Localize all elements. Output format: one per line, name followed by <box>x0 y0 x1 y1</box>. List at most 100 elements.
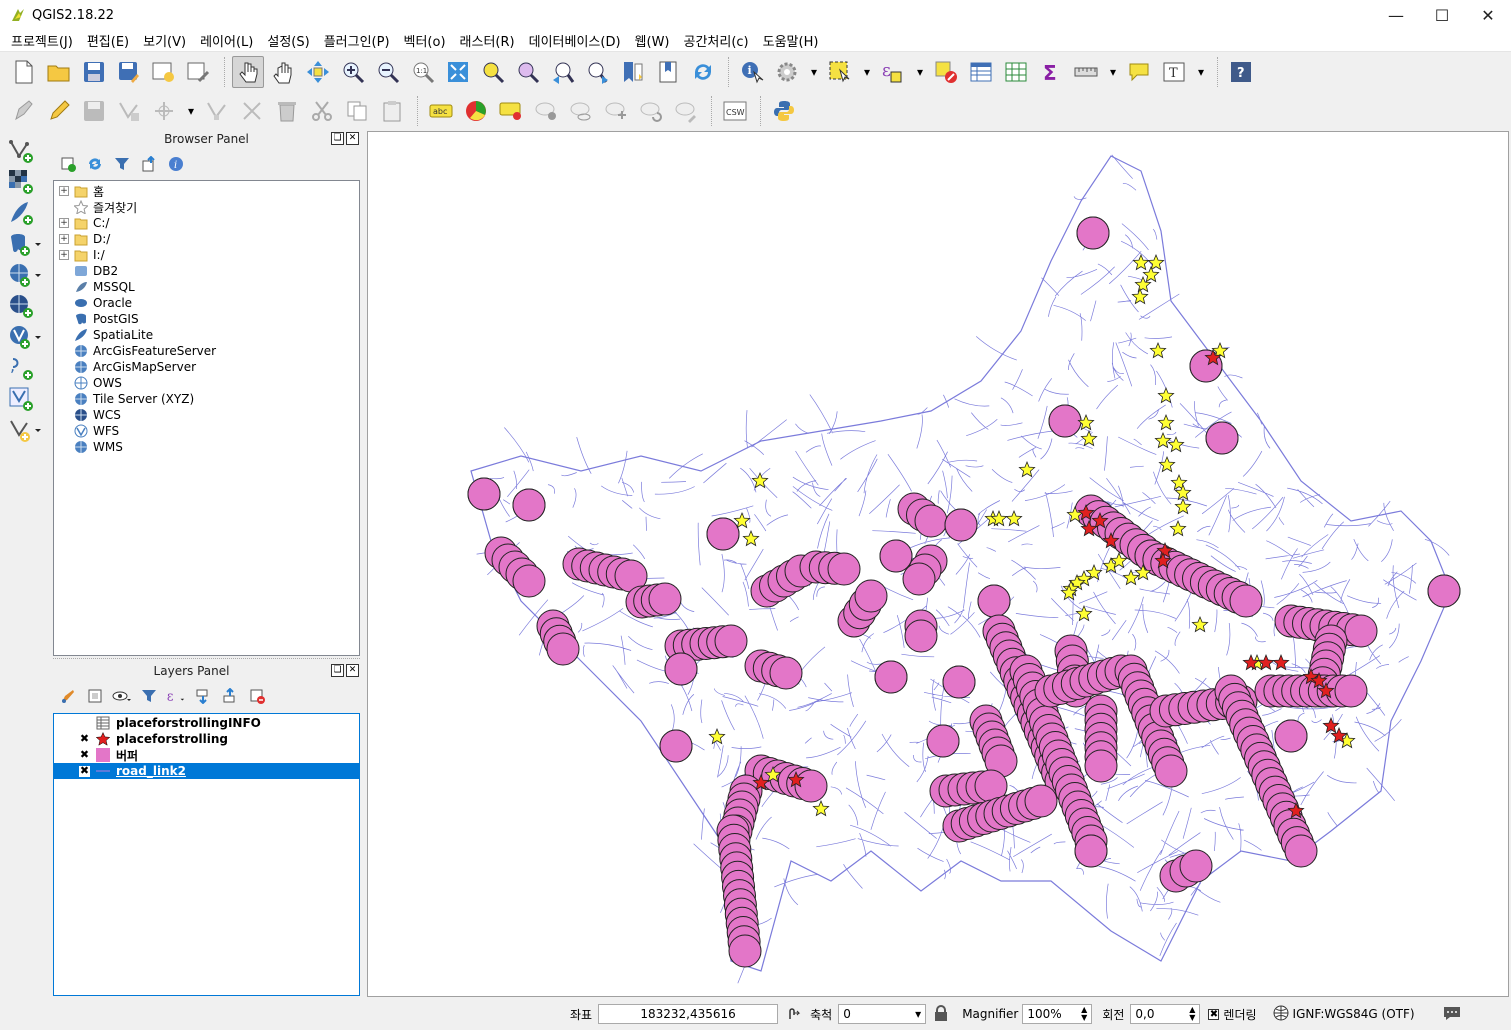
zoom-to-layer-icon[interactable] <box>512 56 544 88</box>
menu-vector[interactable]: 벡터(o) <box>403 35 446 50</box>
new-project-icon[interactable] <box>8 56 40 88</box>
remove-layer-icon[interactable] <box>247 686 267 706</box>
map-render[interactable] <box>368 132 1510 998</box>
chevron-down-icon[interactable]: ▾ <box>863 65 871 79</box>
render-checkbox[interactable]: ✖ <box>1208 1008 1220 1020</box>
measure-line-icon[interactable] <box>1070 56 1102 88</box>
add-selected-layers-icon[interactable] <box>58 154 78 174</box>
filter-legend-icon[interactable] <box>139 686 159 706</box>
add-group-icon[interactable] <box>85 686 105 706</box>
coord-field[interactable]: 183232,435616 <box>598 1004 779 1024</box>
trash-icon[interactable] <box>271 95 303 127</box>
text-annotation-icon[interactable]: T <box>1158 56 1190 88</box>
zoom-to-selection-icon[interactable] <box>477 56 509 88</box>
filter-by-expression-icon[interactable]: ε <box>166 686 186 706</box>
lock-icon[interactable] <box>934 1004 948 1024</box>
zoom-out-icon[interactable] <box>372 56 404 88</box>
new-print-composer-icon[interactable] <box>148 56 180 88</box>
messages-icon[interactable] <box>1443 1005 1461 1024</box>
refresh-icon[interactable] <box>85 154 105 174</box>
delete-selected-icon[interactable] <box>236 95 268 127</box>
chevron-down-icon[interactable]: ▾ <box>187 104 195 118</box>
pan-to-selection-icon[interactable] <box>302 56 334 88</box>
close-panel-button[interactable]: ✕ <box>346 132 359 145</box>
save-edits-icon[interactable] <box>78 95 110 127</box>
float-panel-button[interactable]: ❏ <box>331 664 344 677</box>
select-features-icon[interactable] <box>824 56 856 88</box>
close-panel-button[interactable]: ✕ <box>346 664 359 677</box>
chevron-down-icon[interactable]: ▾ <box>916 65 924 79</box>
layer-row-placeforstrolling[interactable]: ✖ placeforstrolling <box>54 731 359 747</box>
browser-item-ows[interactable]: OWS <box>54 375 359 391</box>
rotation-spinbox[interactable]: 0,0 ▲ ▼ <box>1130 1004 1201 1024</box>
pin-labels-icon[interactable] <box>495 95 527 127</box>
zoom-full-icon[interactable] <box>442 56 474 88</box>
add-wcs-layer-icon[interactable] <box>6 292 46 320</box>
browser-item-wcs[interactable]: WCS <box>54 407 359 423</box>
expand-icon[interactable]: + <box>59 186 69 196</box>
browser-item-postgis[interactable]: PostGIS <box>54 311 359 327</box>
map-tips-icon[interactable] <box>1123 56 1155 88</box>
identify-features-icon[interactable]: i <box>736 56 768 88</box>
menu-plugins[interactable]: 플러그인(P) <box>323 35 390 50</box>
deselect-features-icon[interactable] <box>930 56 962 88</box>
menu-web[interactable]: 웹(W) <box>634 35 670 50</box>
zoom-next-icon[interactable] <box>582 56 614 88</box>
map-canvas[interactable] <box>367 131 1509 997</box>
add-virtual-layer-icon[interactable] <box>6 385 46 413</box>
move-feature-icon[interactable] <box>148 95 180 127</box>
panel-splitter[interactable] <box>53 658 360 662</box>
browser-item-oracle[interactable]: Oracle <box>54 295 359 311</box>
menu-help[interactable]: 도움말(H) <box>762 35 819 50</box>
change-label-icon[interactable] <box>670 95 702 127</box>
attribute-table-icon[interactable] <box>965 56 997 88</box>
save-as-icon[interactable] <box>113 56 145 88</box>
select-by-expression-icon[interactable]: ε <box>877 56 909 88</box>
new-layer-icon[interactable] <box>6 416 46 444</box>
browser-item-favorites[interactable]: 즐겨찾기 <box>54 199 359 215</box>
manage-visibility-icon[interactable] <box>112 686 132 706</box>
magnifier-spinbox[interactable]: 100% ▲ ▼ <box>1022 1004 1093 1024</box>
menu-layer[interactable]: 레이어(L) <box>200 35 254 50</box>
new-bookmark-icon[interactable] <box>617 56 649 88</box>
chevron-down-icon[interactable]: ▾ <box>1197 65 1205 79</box>
highlight-pinned-labels-icon[interactable] <box>530 95 562 127</box>
add-raster-layer-icon[interactable] <box>6 168 46 196</box>
expand-icon[interactable]: + <box>59 218 69 228</box>
layer-row-road-link2[interactable]: ✖ road_link2 <box>54 763 359 779</box>
touch-zoom-pan-icon[interactable] <box>232 56 264 88</box>
run-feature-action-icon[interactable] <box>771 56 803 88</box>
layer-checkbox-checked[interactable]: ✖ <box>79 763 90 777</box>
expand-icon[interactable]: + <box>59 234 69 244</box>
python-console-icon[interactable] <box>768 95 800 127</box>
browser-item-wfs[interactable]: WFS <box>54 423 359 439</box>
add-feature-icon[interactable] <box>113 95 145 127</box>
zoom-actual-size-icon[interactable]: 1:1 <box>407 56 439 88</box>
browser-item-c-drive[interactable]: + C:/ <box>54 215 359 231</box>
toggle-editing-icon[interactable] <box>43 95 75 127</box>
zoom-in-icon[interactable] <box>337 56 369 88</box>
add-delimited-text-icon[interactable]: , <box>6 354 46 382</box>
float-panel-button[interactable]: ❏ <box>331 132 344 145</box>
info-icon[interactable]: i <box>166 154 186 174</box>
move-label-icon[interactable] <box>600 95 632 127</box>
copy-features-icon[interactable] <box>341 95 373 127</box>
menu-project[interactable]: 프로젝트(J) <box>11 35 73 50</box>
add-vector-layer-icon[interactable] <box>6 137 46 165</box>
add-spatialite-layer-icon[interactable] <box>6 199 46 227</box>
browser-item-wms[interactable]: WMS <box>54 439 359 455</box>
crs-globe-icon[interactable] <box>1273 1005 1289 1024</box>
menu-edit[interactable]: 편집(E) <box>86 35 130 50</box>
menu-raster[interactable]: 래스터(R) <box>459 35 515 50</box>
collapse-all-icon[interactable] <box>220 686 240 706</box>
add-wms-layer-icon[interactable] <box>6 261 46 289</box>
browser-item-db2[interactable]: DB2 <box>54 263 359 279</box>
add-wfs-layer-icon[interactable] <box>6 323 46 351</box>
layer-checkbox[interactable] <box>79 718 90 729</box>
metasearch-csw-icon[interactable]: CSW <box>719 95 751 127</box>
show-hide-labels-icon[interactable] <box>565 95 597 127</box>
browser-item-mssql[interactable]: MSSQL <box>54 279 359 295</box>
close-button[interactable]: ✕ <box>1481 5 1495 25</box>
rotate-label-icon[interactable] <box>635 95 667 127</box>
minimize-button[interactable]: — <box>1388 5 1404 25</box>
